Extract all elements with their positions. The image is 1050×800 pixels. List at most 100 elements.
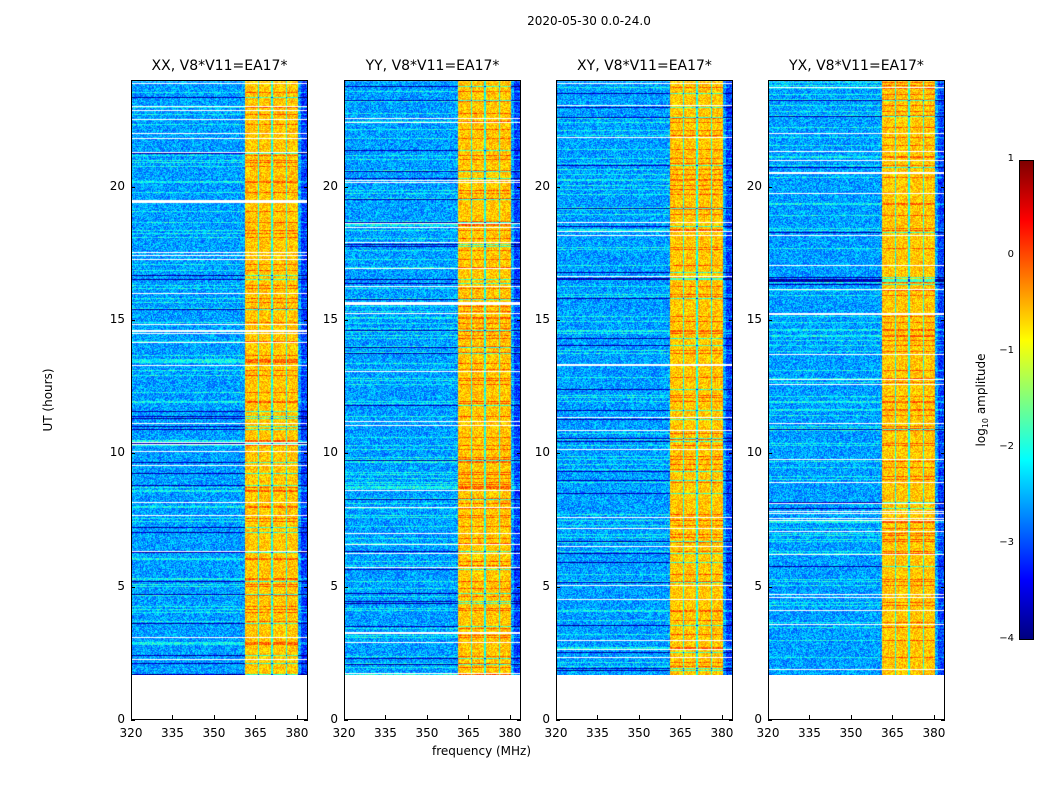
y-tick bbox=[304, 586, 308, 588]
y-tick bbox=[344, 586, 348, 588]
y-tick-label: 15 bbox=[746, 312, 762, 326]
y-tick bbox=[768, 453, 772, 455]
y-tick bbox=[556, 186, 560, 188]
y-tick bbox=[556, 453, 560, 455]
y-tick bbox=[941, 586, 945, 588]
y-axis-label: UT (hours) bbox=[41, 368, 55, 432]
heatmap-2 bbox=[557, 80, 732, 675]
x-tick bbox=[296, 715, 298, 719]
x-tick-label: 350 bbox=[202, 726, 226, 740]
y-tick bbox=[941, 320, 945, 321]
x-tick bbox=[809, 715, 811, 719]
y-tick-label: 10 bbox=[746, 445, 762, 460]
x-tick-label: 365 bbox=[244, 726, 267, 740]
y-tick bbox=[768, 186, 772, 188]
x-tick-label: 365 bbox=[457, 726, 480, 740]
y-tick bbox=[131, 720, 135, 721]
y-tick-label: 0 bbox=[754, 712, 762, 726]
x-tick bbox=[172, 715, 174, 719]
y-tick-label: 10 bbox=[109, 445, 125, 460]
x-tick bbox=[385, 715, 387, 719]
panel-title: XY, V8*V11=EA17* bbox=[577, 58, 712, 74]
x-tick-label: 380 bbox=[922, 726, 946, 740]
heatmap-3 bbox=[769, 80, 944, 675]
y-tick-label: 15 bbox=[109, 312, 125, 326]
y-tick bbox=[729, 453, 733, 455]
x-tick-label: 350 bbox=[415, 726, 439, 740]
y-tick bbox=[768, 720, 772, 721]
y-tick bbox=[131, 186, 135, 188]
x-tick-label: 335 bbox=[161, 726, 184, 740]
x-tick bbox=[556, 715, 557, 719]
y-tick bbox=[729, 186, 733, 188]
panel-xx: XX, V8*V11=EA17* 0 5 10 15 20 320 335 350 365 380 bbox=[110, 58, 309, 740]
y-tick bbox=[131, 453, 135, 455]
y-tick bbox=[304, 453, 308, 455]
heatmap-1 bbox=[345, 80, 520, 675]
colorbar-tick-label: −3 bbox=[999, 537, 1014, 548]
heatmap-0 bbox=[132, 80, 307, 675]
x-tick bbox=[468, 715, 470, 719]
x-tick bbox=[131, 715, 132, 719]
y-tick bbox=[131, 586, 135, 588]
figure-title: 2020-05-30 0.0-24.0 bbox=[527, 14, 651, 28]
y-tick bbox=[344, 186, 348, 188]
x-tick bbox=[344, 715, 345, 719]
x-tick bbox=[509, 715, 511, 719]
x-tick-label: 365 bbox=[881, 726, 904, 740]
panel-yy: YY, V8*V11=EA17* 0 5 10 15 20 320 335 350 365 380 bbox=[323, 58, 522, 740]
y-tick-label: 5 bbox=[330, 578, 338, 593]
x-tick bbox=[638, 715, 640, 719]
x-tick bbox=[933, 715, 935, 719]
y-tick-label: 5 bbox=[542, 578, 550, 593]
x-tick bbox=[597, 715, 599, 719]
x-tick-label: 335 bbox=[374, 726, 397, 740]
colorbar-label: log10 amplitude bbox=[973, 353, 991, 447]
colorbar-tick-label: 0 bbox=[1007, 249, 1014, 260]
y-tick-label: 0 bbox=[117, 712, 125, 726]
x-tick-label: 320 bbox=[544, 726, 568, 740]
y-tick-label: 0 bbox=[330, 712, 338, 726]
panel-yx: YX, V8*V11=EA17* 0 5 10 15 20 320 335 350 365 380 bbox=[747, 58, 946, 740]
y-tick bbox=[556, 720, 560, 721]
colorbar-tick-label: −4 bbox=[999, 633, 1014, 644]
x-tick-label: 380 bbox=[285, 726, 309, 740]
colorbar-tick-label: 1 bbox=[1007, 153, 1014, 164]
y-tick bbox=[304, 720, 308, 721]
y-tick-label: 10 bbox=[534, 445, 550, 460]
panel-title: YX, V8*V11=EA17* bbox=[789, 58, 924, 74]
x-tick-label: 380 bbox=[710, 726, 734, 740]
y-tick bbox=[517, 320, 521, 321]
y-tick bbox=[517, 720, 521, 721]
x-tick bbox=[768, 715, 769, 719]
y-tick bbox=[941, 453, 945, 455]
y-tick-label: 15 bbox=[534, 312, 550, 326]
y-tick-label: 20 bbox=[109, 178, 125, 193]
y-tick bbox=[768, 586, 772, 588]
panel-title: XX, V8*V11=EA17* bbox=[151, 58, 288, 74]
y-tick bbox=[768, 320, 772, 321]
x-tick-label: 350 bbox=[627, 726, 651, 740]
y-tick-label: 10 bbox=[322, 445, 338, 460]
colorbar-tick-label: −2 bbox=[999, 441, 1014, 452]
y-tick bbox=[344, 720, 348, 721]
y-tick bbox=[941, 720, 945, 721]
x-tick-label: 320 bbox=[332, 726, 356, 740]
y-tick bbox=[517, 453, 521, 455]
x-tick bbox=[892, 715, 894, 719]
axes-frame bbox=[556, 80, 733, 720]
x-tick-label: 320 bbox=[756, 726, 780, 740]
x-axis-label: frequency (MHz) bbox=[432, 744, 532, 758]
x-tick-label: 335 bbox=[798, 726, 821, 740]
y-tick-label: 20 bbox=[322, 178, 338, 193]
x-tick bbox=[850, 715, 852, 719]
y-tick bbox=[304, 186, 308, 188]
x-tick-label: 335 bbox=[586, 726, 609, 740]
y-tick-label: 0 bbox=[542, 712, 550, 726]
colorbar bbox=[1019, 160, 1034, 640]
y-tick-label: 5 bbox=[754, 578, 762, 593]
y-tick bbox=[131, 320, 135, 321]
x-tick bbox=[721, 715, 723, 719]
x-tick bbox=[255, 715, 257, 719]
